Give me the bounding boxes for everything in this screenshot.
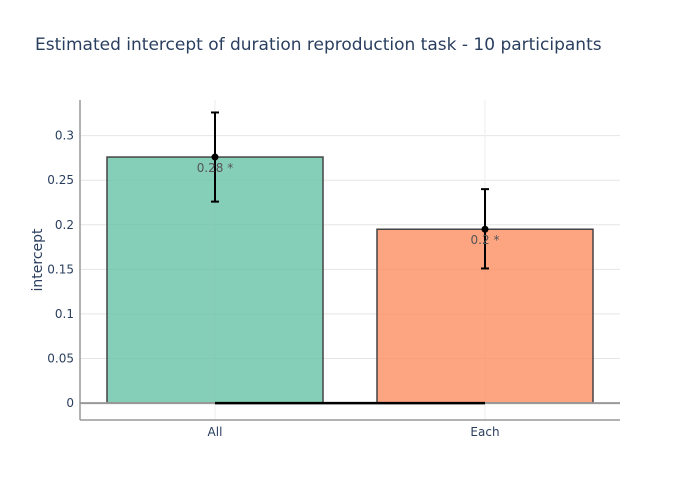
y-tick-label: 0.15 (47, 262, 74, 276)
x-tick-label: Each (470, 425, 499, 439)
chart-title: Estimated intercept of duration reproduc… (35, 35, 602, 55)
y-tick-label: 0.05 (47, 351, 74, 365)
y-tick-label: 0 (66, 396, 74, 410)
y-tick-label: 0.2 (55, 218, 74, 232)
data-label: 0.28 * (197, 161, 234, 175)
y-tick-label: 0.1 (55, 307, 74, 321)
data-label: 0.2 * (471, 233, 500, 247)
x-tick-label: All (208, 425, 223, 439)
mean-point (212, 154, 219, 161)
y-tick-label: 0.3 (55, 129, 74, 143)
y-tick-label: 0.25 (47, 173, 74, 187)
y-axis-label: intercept (30, 228, 46, 292)
mean-point (482, 226, 489, 233)
